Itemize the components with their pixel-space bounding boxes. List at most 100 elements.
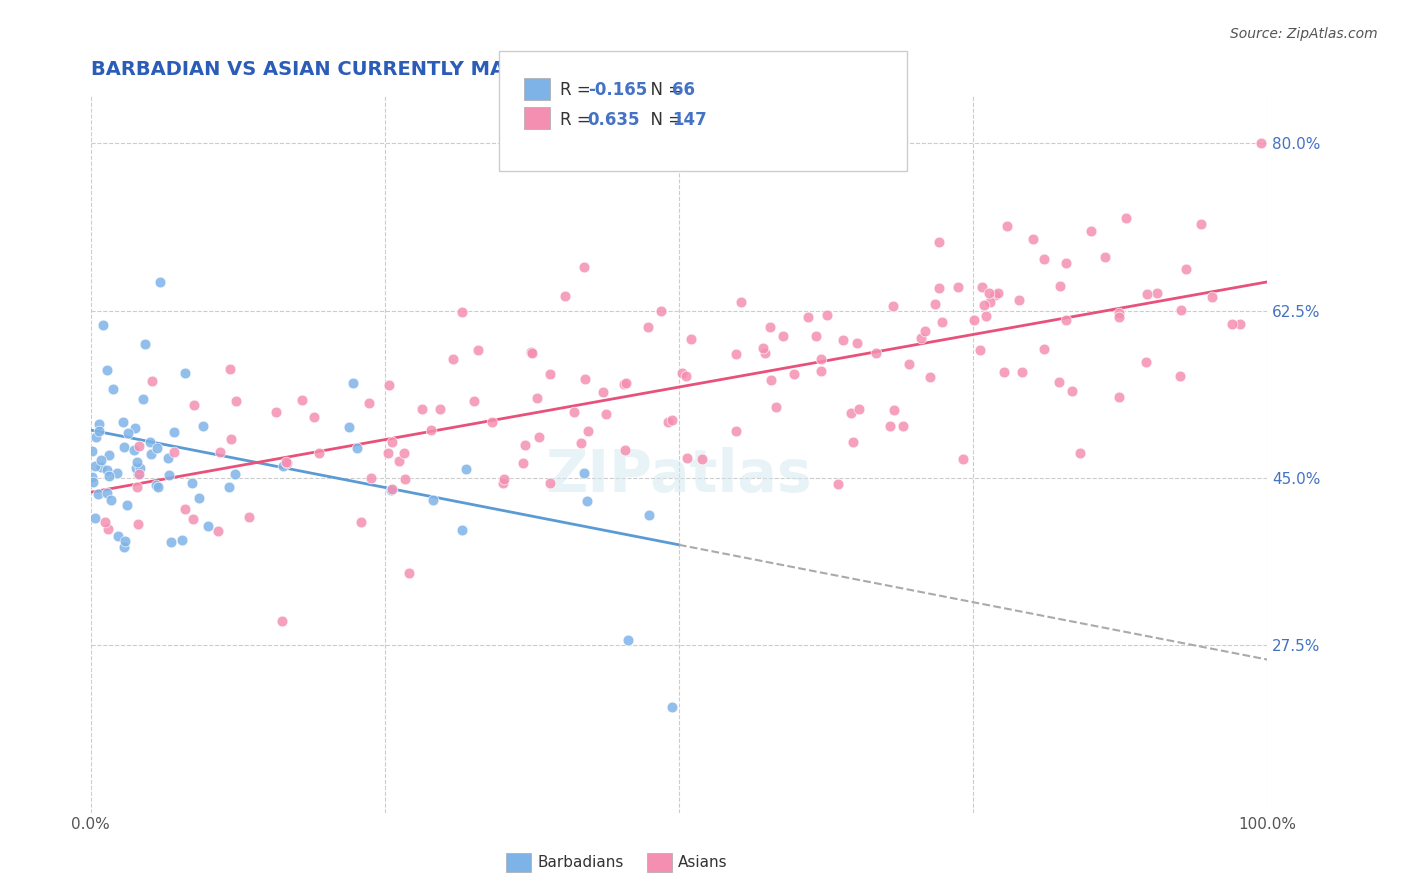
Point [520, 345, 543, 359]
Point [754, 346, 776, 360]
Point [987, 286, 1010, 301]
Point [141, 374, 163, 388]
Point [125, 455, 148, 469]
Point [671, 367, 693, 381]
Point [145, 478, 167, 492]
Point [271, 459, 294, 474]
Point [308, 446, 330, 460]
Point [112, 441, 135, 455]
Point [661, 413, 683, 427]
Point [1069, 446, 1091, 460]
Point [276, 455, 298, 469]
Point [765, 400, 787, 414]
Point [193, 418, 215, 433]
Point [931, 315, 953, 329]
Point [538, 367, 561, 381]
Point [134, 337, 156, 351]
Point [554, 288, 576, 302]
Point [804, 329, 827, 343]
Point [575, 494, 598, 508]
Point [571, 436, 593, 450]
Point [342, 376, 364, 390]
Point [924, 297, 946, 311]
Point [1094, 250, 1116, 264]
Point [172, 533, 194, 548]
Point [127, 467, 149, 482]
Point [1146, 286, 1168, 301]
Point [129, 460, 152, 475]
Point [613, 376, 636, 391]
Point [1054, 256, 1077, 270]
Point [80, 444, 103, 458]
Point [865, 346, 887, 360]
Point [574, 466, 596, 480]
Point [219, 432, 242, 446]
Text: BARBADIAN VS ASIAN CURRENTLY MARRIED CORRELATION CHART: BARBADIAN VS ASIAN CURRENTLY MARRIED COR… [90, 60, 811, 78]
Point [1008, 293, 1031, 307]
Point [187, 491, 209, 506]
Text: Source: ZipAtlas.com: Source: ZipAtlas.com [1230, 27, 1378, 41]
Point [429, 402, 451, 417]
Point [1135, 355, 1157, 369]
Point [377, 446, 399, 460]
Point [225, 393, 247, 408]
Point [827, 477, 849, 491]
Point [562, 404, 585, 418]
Point [145, 442, 167, 456]
Text: -0.165: -0.165 [588, 81, 647, 99]
Point [125, 461, 148, 475]
Text: R =: R = [560, 111, 596, 128]
Point [928, 281, 950, 295]
Point [127, 480, 149, 494]
Point [1108, 310, 1130, 325]
Point [920, 369, 942, 384]
Point [848, 401, 870, 416]
Point [463, 394, 485, 409]
Point [276, 457, 298, 471]
Point [538, 476, 561, 491]
Point [995, 219, 1018, 234]
Point [149, 275, 172, 289]
Point [661, 700, 683, 714]
Point [381, 435, 404, 450]
Point [772, 328, 794, 343]
Point [388, 454, 411, 468]
Point [451, 305, 474, 319]
Point [1189, 217, 1212, 231]
Point [357, 396, 380, 410]
Point [159, 468, 181, 483]
Text: 147: 147 [672, 111, 707, 128]
Point [576, 425, 599, 439]
Point [614, 442, 637, 457]
Point [841, 407, 863, 421]
Point [984, 288, 1007, 302]
Point [979, 294, 1001, 309]
Point [238, 510, 260, 524]
Point [90, 452, 112, 467]
Point [441, 352, 464, 367]
Point [637, 320, 659, 334]
Point [657, 416, 679, 430]
Point [676, 450, 699, 465]
Point [208, 445, 231, 459]
Text: ZIPatlas: ZIPatlas [546, 447, 813, 504]
Point [96, 522, 118, 536]
Point [1108, 306, 1130, 320]
Point [1170, 302, 1192, 317]
Point [183, 398, 205, 412]
Point [117, 498, 139, 512]
Point [725, 347, 748, 361]
Text: 0.635: 0.635 [588, 111, 640, 128]
Point [948, 280, 970, 294]
Point [100, 492, 122, 507]
Point [146, 480, 169, 494]
Point [845, 335, 868, 350]
Point [197, 519, 219, 533]
Point [84, 511, 107, 525]
Point [572, 260, 595, 275]
Point [94, 515, 117, 529]
Point [595, 407, 617, 421]
Point [973, 298, 995, 312]
Point [112, 415, 135, 429]
Point [89, 417, 111, 431]
